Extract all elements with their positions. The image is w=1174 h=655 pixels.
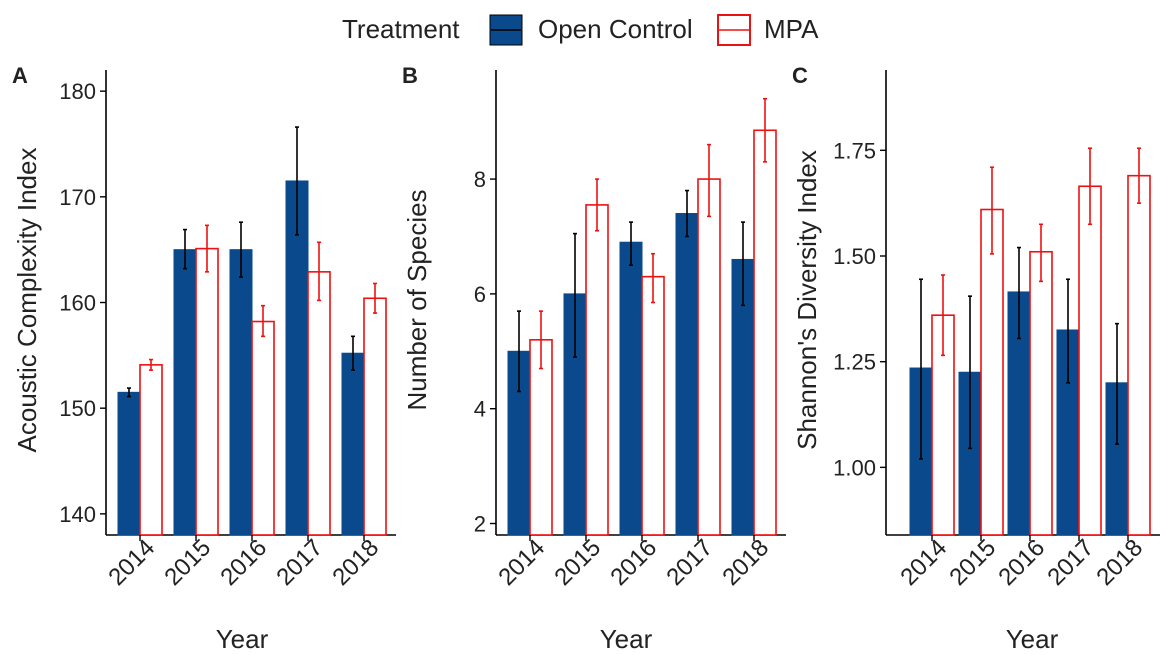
y-tick-label: 2: [474, 512, 486, 537]
x-axis-title: Year: [216, 624, 269, 654]
y-tick-label: 8: [474, 167, 486, 192]
y-tick-label: 170: [59, 185, 96, 210]
y-axis-title: Acoustic Complexity Index: [12, 148, 42, 453]
y-tick-label: 1.75: [833, 138, 876, 163]
bar-open-control: [341, 352, 365, 536]
bar-mpa: [697, 178, 721, 536]
x-tick-label: 2014: [103, 534, 160, 591]
bar-open-control: [117, 391, 141, 536]
bar-mpa: [585, 204, 609, 536]
x-tick-label: 2017: [1042, 534, 1099, 591]
y-tick-label: 1.25: [833, 350, 876, 375]
x-tick-label: 2015: [944, 534, 1001, 591]
x-tick-label: 2016: [605, 534, 662, 591]
legend-label-open-control: Open Control: [538, 14, 693, 44]
bar-mpa: [139, 364, 163, 536]
panel-label: A: [12, 63, 28, 88]
y-axis-title: Number of Species: [402, 189, 432, 410]
bar-mpa: [251, 320, 275, 536]
bar-open-control: [229, 249, 253, 536]
y-tick-label: 180: [59, 79, 96, 104]
panel-a: A Acoustic Complexity Index Year 1401501…: [12, 63, 396, 654]
x-tick-label: 2016: [215, 534, 272, 591]
bar-mpa: [307, 271, 331, 536]
bar-mpa: [980, 208, 1004, 536]
panel-c: C Shannon's Diversity Index Year 1.00 1.2…: [792, 63, 1160, 654]
panel-label: C: [792, 63, 808, 88]
legend-key-open-control: [489, 14, 523, 46]
x-tick-label: 2018: [717, 534, 774, 591]
bar-open-control: [675, 213, 699, 536]
y-axis-title: Shannon's Diversity Index: [792, 150, 822, 450]
y-tick-label: 160: [59, 291, 96, 316]
bar-open-control: [173, 249, 197, 536]
x-tick-label: 2018: [1091, 534, 1148, 591]
x-axis-title: Year: [600, 624, 653, 654]
x-tick-label: 2015: [549, 534, 606, 591]
x-tick-label: 2017: [661, 534, 718, 591]
bar-mpa: [641, 275, 665, 536]
x-tick-label: 2016: [993, 534, 1050, 591]
y-tick-label: 4: [474, 397, 486, 422]
bar-mpa: [195, 247, 219, 536]
bar-mpa: [1078, 185, 1102, 536]
y-tick-label: 1.50: [833, 244, 876, 269]
x-tick-label: 2015: [159, 534, 216, 591]
x-axis-title: Year: [1006, 624, 1059, 654]
y-tick-label: 140: [59, 502, 96, 527]
legend-key-mpa: [717, 14, 751, 46]
panel-label: B: [402, 63, 418, 88]
y-tick-label: 6: [474, 282, 486, 307]
panel-b-marks: 2 4 6 8 2014 2015 2016 2017 2018: [474, 70, 786, 591]
x-tick-label: 2018: [327, 534, 384, 591]
bar-mpa: [363, 297, 387, 536]
legend-label-mpa: MPA: [764, 14, 819, 44]
bar-mpa: [1127, 174, 1151, 536]
y-tick-label: 1.00: [833, 455, 876, 480]
bar-mpa: [1029, 250, 1053, 536]
legend-title: Treatment: [342, 14, 460, 44]
bar-mpa: [753, 129, 777, 536]
x-tick-label: 2017: [271, 534, 328, 591]
x-tick-label: 2014: [895, 534, 952, 591]
panel-a-marks: 140 150 160 170 180 2014 2015 2016 2017 2018: [59, 70, 396, 591]
bar-open-control: [619, 241, 643, 536]
y-tick-label: 150: [59, 396, 96, 421]
legend: Treatment Open Control MPA: [342, 14, 819, 46]
x-tick-label: 2014: [493, 534, 550, 591]
